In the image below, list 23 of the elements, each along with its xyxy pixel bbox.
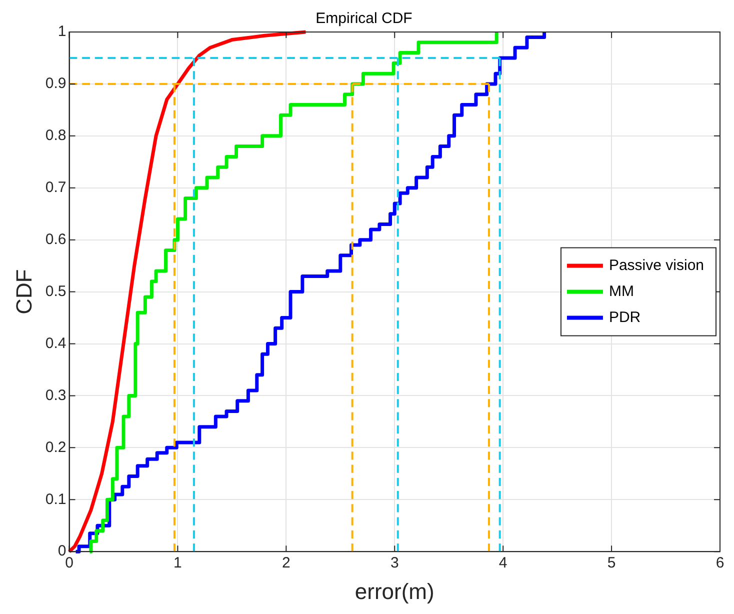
y-tick-label: 0 <box>58 542 66 560</box>
y-tick-label: 0.8 <box>45 127 66 144</box>
x-tick-label: 5 <box>607 554 616 572</box>
x-tick-label: 6 <box>716 554 724 572</box>
legend-label: MM <box>608 282 634 300</box>
x-tick-label: 2 <box>282 554 290 572</box>
y-tick-label: 0.4 <box>45 334 66 352</box>
legend-label: Passive vision <box>608 256 704 274</box>
chart-title: Empirical CDF <box>316 10 412 28</box>
x-tick-label: 1 <box>174 554 182 572</box>
y-tick-label: 0.7 <box>45 179 66 196</box>
x-tick-label: 3 <box>390 554 399 572</box>
y-tick-label: 0.9 <box>45 75 66 92</box>
y-axis-title: CDF <box>11 269 36 314</box>
y-tick-label: 0.6 <box>45 230 66 248</box>
y-tick-label: 1 <box>58 23 66 40</box>
x-axis-title: error(m) <box>354 578 434 604</box>
y-tick-label: 0.2 <box>45 438 66 456</box>
y-tick-label: 0.3 <box>45 386 66 404</box>
y-tick-label: 0.5 <box>45 282 66 300</box>
legend-label: PDR <box>608 308 641 326</box>
x-tick-label: 4 <box>498 554 508 572</box>
y-tick-label: 0.1 <box>45 490 66 508</box>
